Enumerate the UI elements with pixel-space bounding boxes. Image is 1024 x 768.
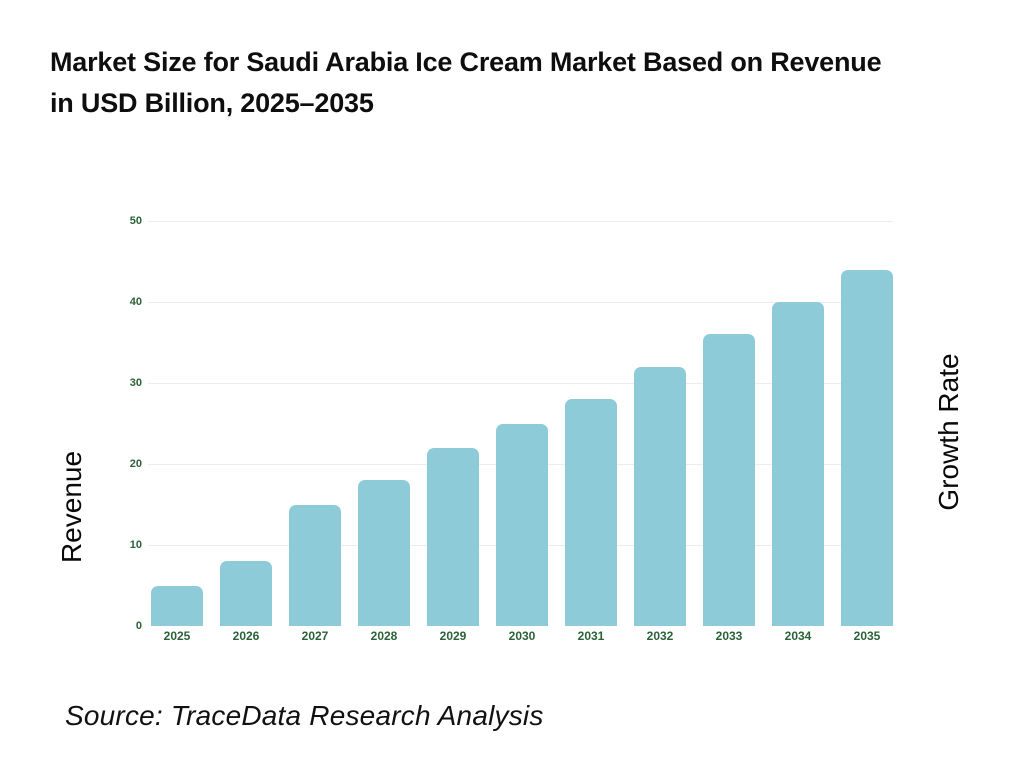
bar-2033	[703, 334, 755, 626]
gridline-y-30	[148, 383, 893, 384]
x-tick-label-2028: 2028	[370, 629, 398, 643]
bar-2029	[427, 447, 479, 626]
bar-2032	[634, 366, 686, 626]
gridline-y-40	[148, 302, 893, 303]
y-axis-label-right: Growth Rate	[933, 353, 964, 511]
bar-2034	[772, 302, 824, 626]
chart-title-line-2: in USD Billion, 2025–2035	[50, 88, 374, 118]
gridline-y-50	[148, 221, 893, 222]
x-tick-label-2027: 2027	[301, 629, 329, 643]
x-tick-label-2035: 2035	[853, 629, 881, 643]
y-tick-label-30: 30	[129, 377, 142, 389]
x-tick-label-2026: 2026	[232, 629, 260, 643]
y-tick-label-20: 20	[129, 458, 142, 470]
y-tick-label-40: 40	[129, 296, 142, 308]
source-attribution: Source: TraceData Research Analysis	[65, 700, 544, 731]
x-tick-label-2034: 2034	[784, 629, 812, 643]
chart-title: Market Size for Saudi Arabia Ice Cream M…	[50, 42, 882, 124]
y-tick-label-10: 10	[129, 539, 142, 551]
x-tick-label-2031: 2031	[577, 629, 605, 643]
y-tick-label-50: 50	[129, 215, 142, 227]
y-axis-label-left: Revenue	[56, 450, 87, 564]
bar-2035	[841, 269, 893, 626]
y-tick-label-0: 0	[135, 620, 142, 632]
bar-2031	[565, 399, 617, 626]
x-tick-label-2029: 2029	[439, 629, 467, 643]
bar-2028	[358, 480, 410, 626]
bar-2025	[151, 585, 203, 626]
x-tick-label-2033: 2033	[715, 629, 743, 643]
x-tick-label-2030: 2030	[508, 629, 536, 643]
x-tick-label-2025: 2025	[163, 629, 191, 643]
bar-2026	[220, 561, 272, 626]
x-tick-label-2032: 2032	[646, 629, 674, 643]
chart-title-line-1: Market Size for Saudi Arabia Ice Cream M…	[50, 47, 882, 77]
bar-2027	[289, 504, 341, 626]
bar-2030	[496, 423, 548, 626]
